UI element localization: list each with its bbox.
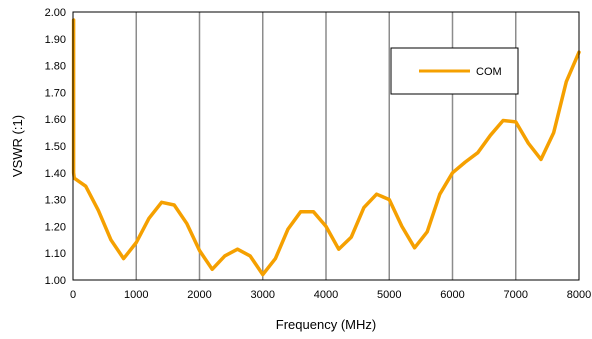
y-axis-title: VSWR (:1) (10, 115, 25, 177)
series-line-com (71, 18, 581, 277)
y-tick-label: 2.00 (45, 7, 66, 19)
x-axis-title: Frequency (MHz) (276, 317, 376, 332)
y-tick-label: 1.20 (45, 221, 66, 233)
y-tick-label: 1.90 (45, 34, 66, 46)
x-tick-label: 8000 (567, 289, 591, 301)
x-tick-label: 5000 (377, 289, 401, 301)
y-tick-label: 1.70 (45, 87, 66, 99)
x-tick-label: 6000 (440, 289, 464, 301)
y-tick-labels: 1.00 1.10 1.20 1.30 1.40 1.50 1.60 1.70 1.80 1.90… (45, 7, 66, 287)
y-tick-label: 1.10 (45, 248, 66, 260)
x-tick-label: 0 (70, 289, 76, 301)
legend-label-com: COM (476, 66, 502, 78)
y-tick-label: 1.30 (45, 195, 66, 207)
x-tick-labels: 0 1000 2000 3000 4000 5000 6000 7000 8000 (70, 289, 591, 301)
x-tick-label: 3000 (251, 289, 275, 301)
y-tick-label: 1.80 (45, 61, 66, 73)
x-tick-label: 2000 (187, 289, 211, 301)
y-tick-label: 1.60 (45, 114, 66, 126)
legend: COM (390, 47, 519, 95)
plot-area-frame (72, 11, 580, 281)
x-tick-label: 1000 (124, 289, 148, 301)
x-tick-label: 4000 (314, 289, 338, 301)
x-tick-label: 7000 (504, 289, 528, 301)
y-tick-label: 1.00 (45, 275, 66, 287)
y-tick-label: 1.50 (45, 141, 66, 153)
series-layer (71, 18, 581, 277)
y-tick-label: 1.40 (45, 168, 66, 180)
